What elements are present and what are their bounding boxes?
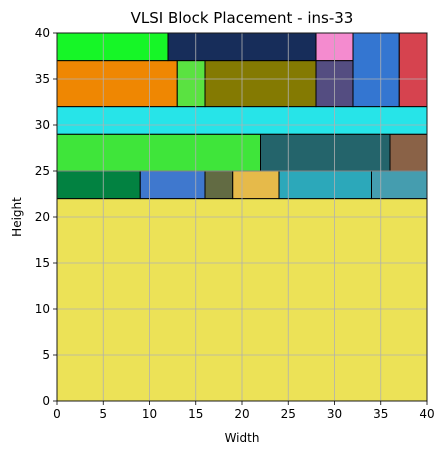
x-tick-label-0: 0	[53, 407, 61, 421]
y-axis-label: Height	[10, 197, 24, 237]
block-6	[371, 170, 428, 200]
y-axis: 0 5 10 15 20 25 30 35 40	[35, 26, 57, 408]
block-11	[56, 60, 178, 108]
chart-title: VLSI Block Placement - ins-33	[131, 9, 354, 27]
y-tick-label-1: 5	[42, 348, 50, 362]
y-tick-label-3: 15	[35, 256, 50, 270]
block-7	[56, 133, 261, 172]
x-tick-label-5: 25	[281, 407, 296, 421]
x-tick-label-8: 40	[419, 407, 434, 421]
block-15	[352, 32, 400, 108]
block-12	[176, 60, 206, 108]
block-4	[232, 170, 280, 200]
y-tick-label-5: 25	[35, 164, 50, 178]
x-tick-label-2: 10	[142, 407, 157, 421]
y-tick-label-4: 20	[35, 210, 50, 224]
block-17	[56, 32, 169, 62]
block-8	[260, 133, 391, 172]
x-axis: 0 5 10 15 20 25 30 35 40	[53, 401, 435, 421]
x-axis-label: Width	[225, 431, 260, 445]
block-5	[278, 170, 372, 200]
y-tick-label-7: 35	[35, 72, 50, 86]
block-13	[204, 60, 317, 108]
x-tick-label-3: 15	[188, 407, 203, 421]
block-2	[139, 170, 206, 200]
x-tick-label-7: 35	[373, 407, 388, 421]
x-tick-label-4: 20	[234, 407, 249, 421]
y-tick-label-6: 30	[35, 118, 50, 132]
block-9	[389, 133, 428, 172]
block-16	[398, 32, 428, 108]
x-tick-label-1: 5	[99, 407, 107, 421]
block-3	[204, 170, 234, 200]
x-tick-label-6: 30	[327, 407, 342, 421]
y-tick-label-8: 40	[35, 26, 50, 40]
y-tick-label-0: 0	[42, 394, 50, 408]
block-1	[56, 170, 141, 200]
y-tick-label-2: 10	[35, 302, 50, 316]
